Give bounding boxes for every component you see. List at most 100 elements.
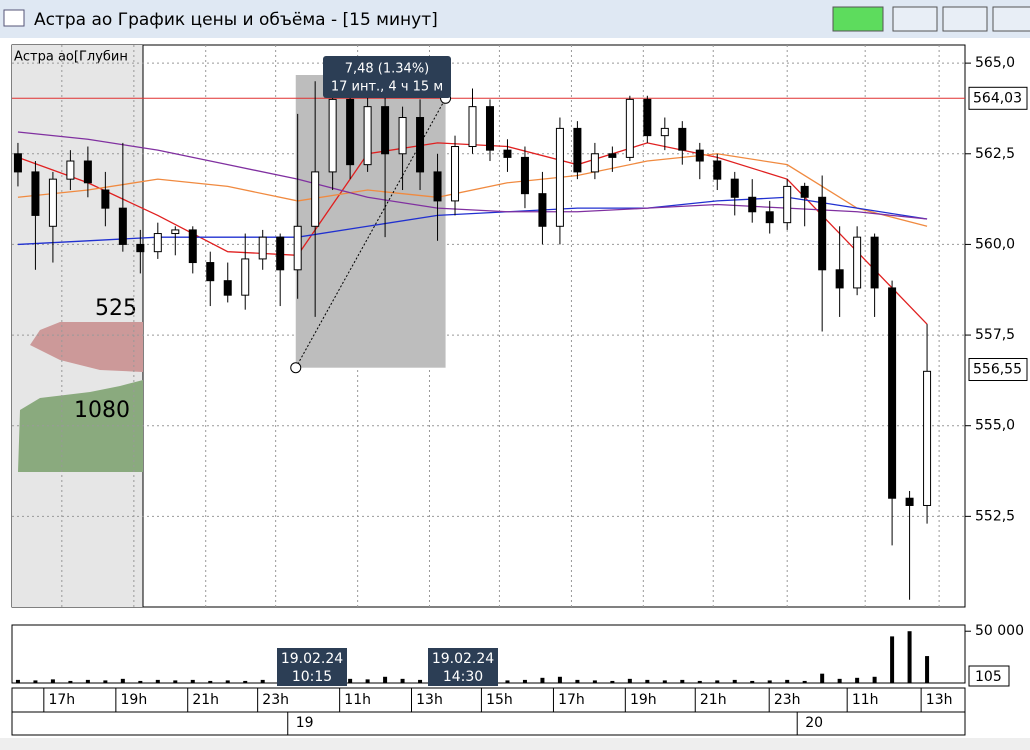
candle-body (835, 269, 844, 289)
volume-bar (610, 680, 615, 683)
x-tick-label: 11h (344, 692, 371, 708)
volume-bar (750, 680, 755, 683)
maximize-button[interactable] (942, 6, 988, 32)
volume-bar (890, 636, 895, 683)
volume-bar (348, 678, 353, 683)
candle-body (398, 117, 407, 155)
volume-bar (155, 679, 160, 683)
date-tooltip-text: 14:30 (443, 669, 483, 685)
volume-bar (575, 679, 580, 683)
candle-body (730, 178, 739, 198)
volume-bar (138, 680, 143, 683)
date-label: 19 (296, 715, 314, 731)
volume-bar (365, 679, 370, 683)
price-marker (968, 358, 1028, 382)
volume-bar (855, 677, 860, 683)
candle-body (258, 236, 267, 260)
link-button[interactable] (832, 6, 884, 32)
vol-marker (968, 665, 1010, 687)
volume-bar (697, 680, 702, 683)
moving-average (17, 196, 928, 246)
candle-body (520, 156, 529, 195)
candle-body (276, 236, 285, 271)
candle-body (643, 98, 652, 137)
candle-body (118, 207, 127, 245)
volume-bar (557, 676, 562, 683)
candle-body (713, 160, 722, 180)
volume-bar (243, 680, 248, 683)
x-tick-label: 23h (262, 692, 289, 708)
window-title: Астра ао График цены и объёма - [15 мину… (34, 10, 438, 30)
candle-body (188, 229, 197, 264)
x-tick-label: 19h (630, 692, 657, 708)
volume-bar (190, 679, 195, 683)
candle-body (223, 280, 232, 296)
candle-body (765, 211, 774, 224)
volume-bar (208, 680, 213, 683)
volume-bar (260, 679, 265, 683)
volume-bar (15, 679, 20, 683)
minimize-button[interactable] (892, 6, 938, 32)
volume-bar (820, 673, 825, 683)
x-tick-label: 15h (486, 692, 513, 708)
price-marker-label: 564,03 (973, 90, 1022, 106)
tooltip-text: 17 инт., 4 ч 15 м (331, 80, 443, 95)
candle-body (678, 127, 687, 151)
candle-body (905, 497, 914, 506)
x-tick-label: 13h (926, 692, 953, 708)
volume-bar (383, 676, 388, 683)
x-tick-label: 17h (558, 692, 585, 708)
volume-bar (522, 679, 527, 683)
candle-body (485, 106, 494, 151)
close-button[interactable] (992, 6, 1030, 32)
y-tick-label: 560,0 (975, 236, 1015, 252)
volume-bar (802, 680, 807, 683)
volume-bar (505, 680, 510, 683)
volume-bar (592, 680, 597, 683)
volume-bar (645, 679, 650, 683)
candle-body (451, 146, 460, 202)
measure-handle (290, 362, 302, 374)
candle-body (66, 160, 75, 180)
candle-body (136, 243, 145, 253)
y-tick-label: 552,5 (975, 508, 1015, 524)
candle-body (818, 196, 827, 271)
volume-bar (173, 680, 178, 683)
legend: Астра ао[Глубин (14, 50, 128, 65)
candle-body (573, 127, 582, 173)
candle-body (328, 98, 337, 173)
candle-body (783, 185, 792, 224)
volume-bar (103, 680, 108, 683)
date-tooltip-text: 19.02.24 (281, 651, 343, 667)
candle-body (241, 258, 250, 296)
date-label: 20 (805, 715, 823, 731)
candle-body (695, 149, 704, 162)
candle-body (171, 229, 180, 235)
volume-bar (627, 678, 632, 683)
volume-bar (785, 679, 790, 683)
date-tooltip-text: 19.02.24 (432, 651, 494, 667)
candle-body (206, 262, 215, 282)
x-tick-label: 21h (192, 692, 219, 708)
candle-body (853, 236, 862, 289)
volume-bar (732, 679, 737, 683)
candle-body (48, 178, 57, 227)
candle-body (101, 189, 110, 209)
vol-marker-label: 105 (975, 669, 1002, 685)
date-tooltip (277, 648, 347, 686)
y-tick-label: 557,5 (975, 327, 1015, 343)
candle-body (346, 98, 355, 166)
volume-bar (50, 679, 55, 683)
volume-bar (540, 677, 545, 683)
candle-body (503, 149, 512, 158)
scrollbar[interactable] (0, 738, 1030, 750)
x-tick-label: 17h (48, 692, 75, 708)
y-tick-label: 555,0 (975, 418, 1015, 434)
x-tick-label: 11h (852, 692, 879, 708)
candle-body (381, 106, 390, 155)
candle-body (870, 236, 879, 289)
volume-bar (715, 680, 720, 683)
candle-body (555, 127, 564, 227)
volume-bar (418, 679, 423, 683)
volume-bar (662, 680, 667, 683)
